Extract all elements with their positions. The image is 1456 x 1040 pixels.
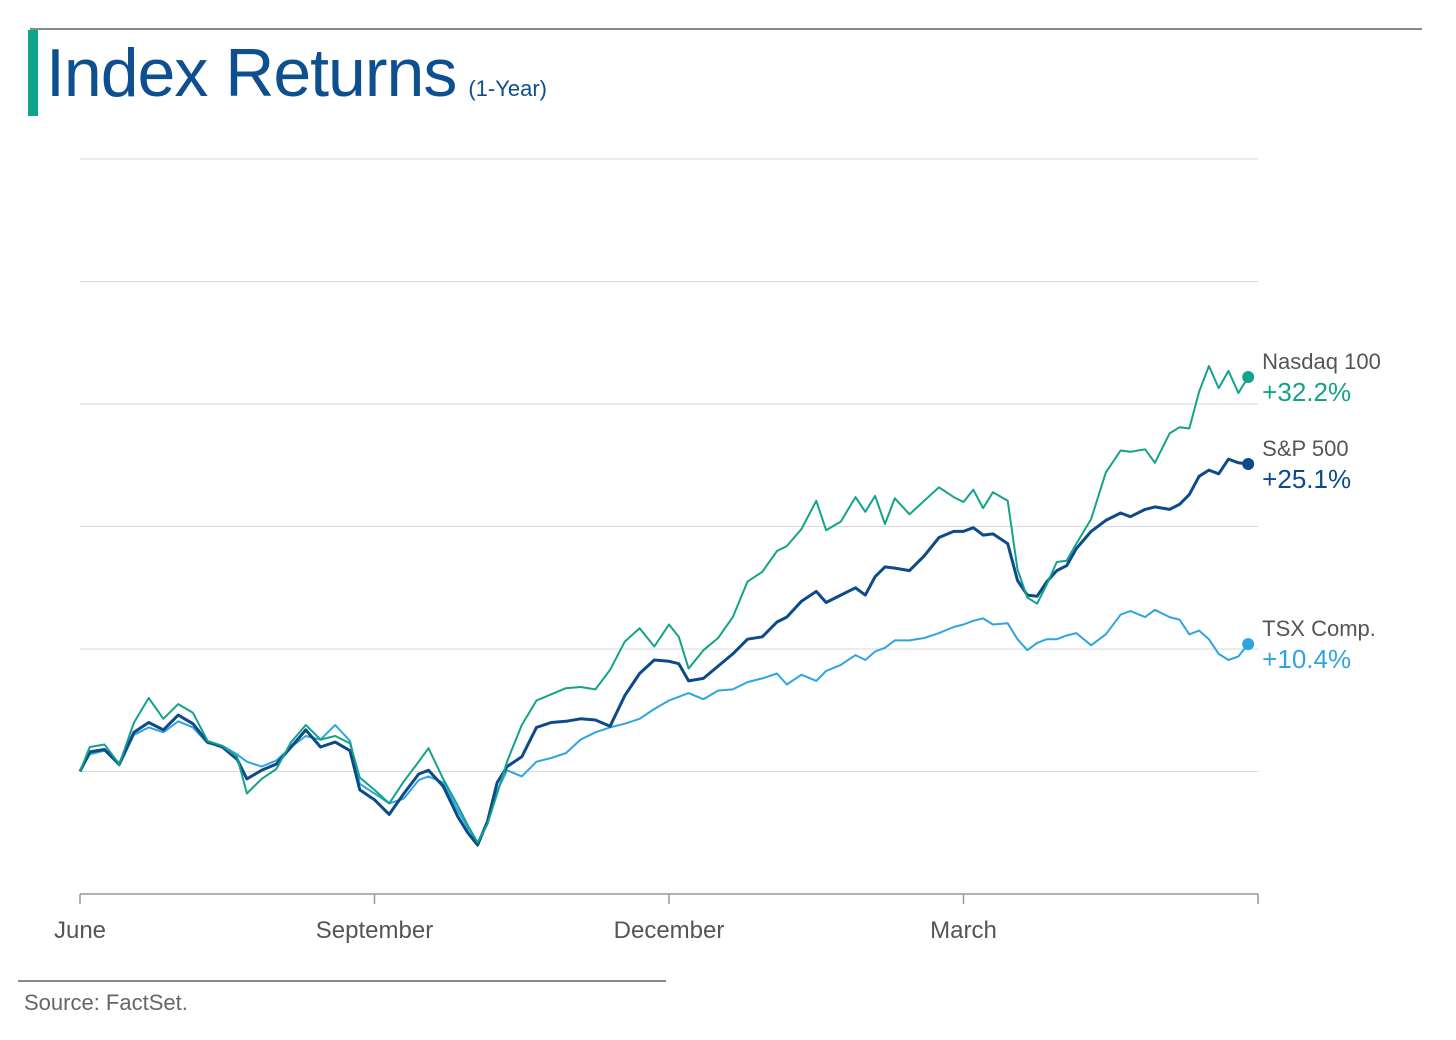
series-name-label: Nasdaq 100 — [1262, 349, 1381, 374]
source-note: Source: FactSet. — [24, 990, 188, 1015]
x-tick-label: March — [930, 917, 997, 944]
series-end-labels: Nasdaq 100 +32.2% S&P 500 +25.1% TSX Comp. +1… — [1242, 349, 1381, 674]
end-point-sp500 — [1242, 458, 1255, 471]
chart-title: Index Returns — [46, 35, 457, 111]
series-name-label: S&P 500 — [1262, 436, 1348, 461]
series-value-label: +25.1% — [1262, 464, 1351, 494]
x-tick-label: December — [614, 917, 725, 944]
end-point-tsx — [1242, 638, 1255, 651]
title-accent-bar — [28, 30, 38, 116]
chart-header: Index Returns (1-Year) — [46, 34, 547, 112]
series-line-nasdaq — [79, 365, 1250, 844]
header-rule — [30, 28, 1422, 30]
x-tick-label: June — [54, 917, 106, 944]
series-line-sp500 — [78, 457, 1249, 847]
series-line-tsx — [79, 608, 1249, 844]
series-value-label: +10.4% — [1262, 644, 1351, 674]
x-tick-label: September — [316, 917, 433, 944]
series-name-label: TSX Comp. — [1262, 616, 1376, 641]
chart-subtitle: (1-Year) — [468, 76, 548, 101]
gridlines — [80, 158, 1258, 772]
end-point-nasdaq — [1242, 371, 1255, 384]
series-lines — [78, 365, 1250, 847]
series-value-label: +32.2% — [1262, 377, 1351, 407]
x-axis: June September December March — [54, 893, 1259, 944]
footer-rule — [18, 980, 666, 982]
